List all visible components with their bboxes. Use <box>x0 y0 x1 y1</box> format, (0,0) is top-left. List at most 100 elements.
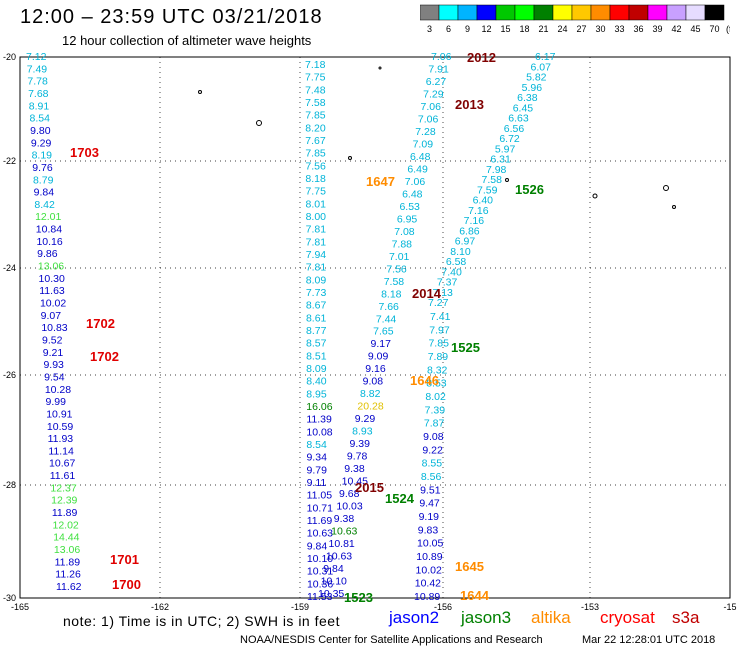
satellite-cryosat: cryosat <box>600 608 655 627</box>
swh-value: 8.51 <box>306 350 327 362</box>
swh-value: 6.07 <box>531 61 552 73</box>
swh-value: 9.79 <box>307 464 328 476</box>
swh-value: 9.17 <box>371 338 392 350</box>
swh-value: 10.03 <box>336 501 362 513</box>
swh-value: 7.06 <box>431 51 452 63</box>
footer-note: note: 1) Time is in UTC; 2) SWH is in fe… <box>63 613 340 629</box>
pass-time-label: 1701 <box>110 552 139 567</box>
lon-label: -165 <box>11 602 29 612</box>
swh-value: 7.58 <box>482 174 503 186</box>
swh-value: 6.45 <box>513 102 534 114</box>
swh-value: 10.30 <box>39 273 65 285</box>
swh-value: 9.68 <box>339 488 360 500</box>
swh-value: 7.78 <box>27 76 48 88</box>
swh-value: 10.05 <box>417 538 443 550</box>
swh-value: 5.96 <box>522 82 543 94</box>
swh-value: 10.02 <box>40 298 66 310</box>
swh-value: 8.93 <box>352 426 373 438</box>
swh-value: 9.29 <box>31 137 52 149</box>
swh-value: 6.72 <box>499 133 520 145</box>
swh-value: 7.49 <box>27 63 48 75</box>
swh-value: 9.11 <box>307 477 327 489</box>
swh-value: 11.14 <box>48 445 74 457</box>
island <box>592 193 598 199</box>
swh-value: 7.59 <box>477 184 498 196</box>
island <box>663 185 669 191</box>
swh-value: 5.82 <box>526 72 547 84</box>
swh-value: 7.89 <box>428 351 449 363</box>
swh-value: 7.65 <box>373 326 394 338</box>
swh-value: 9.21 <box>43 347 64 359</box>
swh-value: 7.67 <box>305 135 326 147</box>
pass-time-label: 1647 <box>366 174 395 189</box>
scale-swatch <box>704 4 725 21</box>
lat-label: -24 <box>3 263 16 273</box>
scale-label: 33 <box>614 24 624 34</box>
swh-value: 8.61 <box>306 312 327 324</box>
swh-value: 10.42 <box>415 578 441 590</box>
swh-value: 9.09 <box>368 351 389 363</box>
swh-value: 7.85 <box>428 338 449 350</box>
swh-value: 8.09 <box>306 363 327 375</box>
lat-label: -28 <box>3 480 16 490</box>
swh-value: 11.05 <box>307 490 333 502</box>
swh-value: 8.20 <box>305 122 326 134</box>
swh-value: 10.28 <box>45 384 71 396</box>
swh-value: 10.81 <box>329 538 355 550</box>
swh-value: 9.78 <box>347 451 368 463</box>
scale-label: 18 <box>519 24 529 34</box>
swh-value: 10.31 <box>307 566 333 578</box>
swh-value: 7.75 <box>305 186 326 198</box>
swh-value: 14.44 <box>53 532 79 544</box>
swh-value: 10.10 <box>307 553 333 565</box>
swh-value: 6.53 <box>399 201 420 213</box>
swh-value: 8.54 <box>29 113 50 125</box>
satellite-jason2: jason2 <box>389 608 440 627</box>
swh-value: 12.39 <box>51 495 77 507</box>
swh-value: 7.41 <box>430 311 451 323</box>
pass-time-label: 1702 <box>86 316 115 331</box>
swh-value: 11.62 <box>56 581 82 593</box>
swh-value: 6.38 <box>517 92 538 104</box>
swh-value: 7.85 <box>305 110 326 122</box>
lon-label: -15 <box>723 602 736 612</box>
swh-value: 6.48 <box>410 151 431 163</box>
swh-value: 11.63 <box>39 285 65 297</box>
lat-label: -30 <box>3 593 16 603</box>
swh-value: 7.98 <box>486 164 507 176</box>
swh-value: 11.93 <box>48 433 74 445</box>
swh-value: 8.18 <box>305 173 326 185</box>
swh-value: 7.85 <box>305 148 326 160</box>
scale-label: 36 <box>633 24 643 34</box>
swh-value: 11.89 <box>55 556 81 568</box>
swh-value: 10.35 <box>318 588 344 600</box>
scale-label: 45 <box>690 24 700 34</box>
swh-value: 6.63 <box>508 113 529 125</box>
swh-value: 8.01 <box>306 198 327 210</box>
swh-value: 10.63 <box>331 526 357 538</box>
island <box>348 156 352 160</box>
pass-time-label: 2015 <box>355 480 384 495</box>
swh-value: 7.66 <box>378 301 399 313</box>
map-frame <box>19 56 731 599</box>
swh-value: 8.18 <box>381 288 402 300</box>
swh-value: 5.97 <box>495 143 516 155</box>
swh-value: 7.73 <box>306 287 327 299</box>
swh-value: 7.56 <box>305 160 326 172</box>
swh-value: 10.10 <box>321 576 347 588</box>
swh-value: 8.67 <box>306 300 327 312</box>
swh-value: 10.45 <box>342 476 368 488</box>
generated-timestamp: Mar 22 12:28:01 UTC 2018 <box>582 634 716 646</box>
swh-value: 9.84 <box>307 540 328 552</box>
swh-value: 8.32 <box>427 364 448 376</box>
pass-time-label: 2012 <box>467 50 496 65</box>
swh-value: 7.06 <box>420 101 441 113</box>
swh-value: 10.02 <box>416 564 442 576</box>
swh-value: 9.29 <box>355 413 376 425</box>
scale-label: 9 <box>465 24 470 34</box>
scale-label: 21 <box>538 24 548 34</box>
swh-value: 6.86 <box>459 225 480 237</box>
scale-label: 12 <box>481 24 491 34</box>
swh-value: 7.16 <box>468 205 489 217</box>
swh-value: 7.12 <box>26 51 47 63</box>
